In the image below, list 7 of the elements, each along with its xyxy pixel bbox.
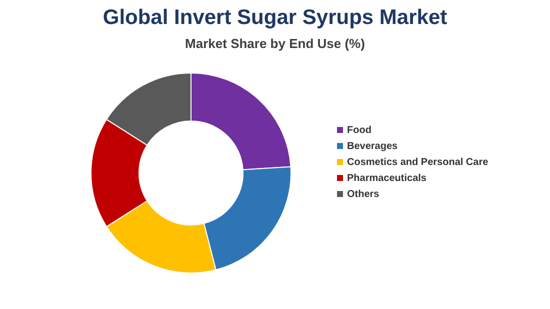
legend-label: Others xyxy=(347,188,380,200)
chart-title: Global Invert Sugar Syrups Market xyxy=(102,6,448,30)
legend-label: Food xyxy=(347,124,372,136)
chart-subtitle: Market Share by End Use (%) xyxy=(184,36,366,51)
legend-label: Beverages xyxy=(347,140,398,152)
legend-label: Pharmaceuticals xyxy=(347,172,426,184)
legend-label: Cosmetics and Personal Care xyxy=(347,156,488,168)
